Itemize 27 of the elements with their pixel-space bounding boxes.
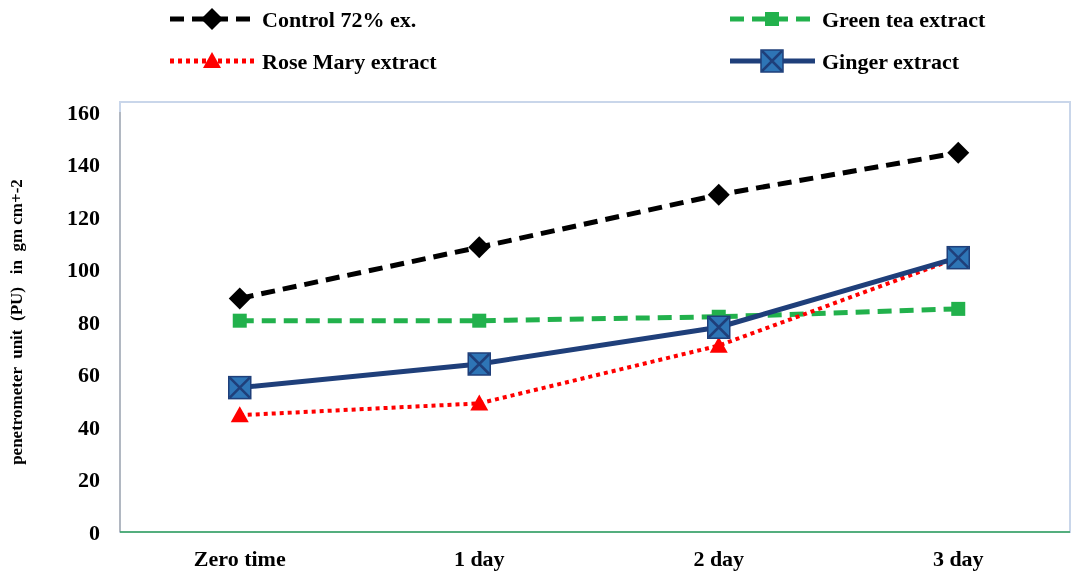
legend-label: Ginger extract	[822, 48, 960, 74]
y-tick-label: 140	[67, 152, 100, 178]
point	[468, 236, 491, 259]
x-tick-label: 1 day	[453, 546, 505, 571]
y-axis-title: penetrometer unit (PU) in gm cm+-2	[7, 179, 26, 465]
y-tick-label: 0	[89, 519, 100, 545]
x-tick-label: Zero time	[193, 546, 286, 571]
y-tick-label: 60	[78, 362, 100, 388]
point	[951, 301, 966, 316]
point	[230, 406, 249, 423]
x-tick-label: 2 day	[693, 546, 745, 571]
legend-label: Control 72% ex.	[262, 6, 417, 32]
y-tick-label: 20	[78, 467, 100, 493]
y-tick-label: 100	[67, 257, 100, 283]
legend-label: Green tea extract	[822, 6, 986, 32]
point	[470, 394, 489, 411]
point	[232, 313, 247, 328]
point	[472, 313, 487, 328]
y-tick-label: 40	[78, 414, 100, 440]
y-tick-label: 120	[67, 204, 100, 230]
y-tick-label: 160	[67, 99, 100, 125]
legend-label: Rose Mary extract	[262, 48, 438, 74]
point	[228, 287, 251, 310]
point	[947, 141, 970, 164]
point	[707, 183, 730, 206]
x-tick-label: 3 day	[932, 546, 984, 571]
y-tick-label: 80	[78, 309, 100, 335]
